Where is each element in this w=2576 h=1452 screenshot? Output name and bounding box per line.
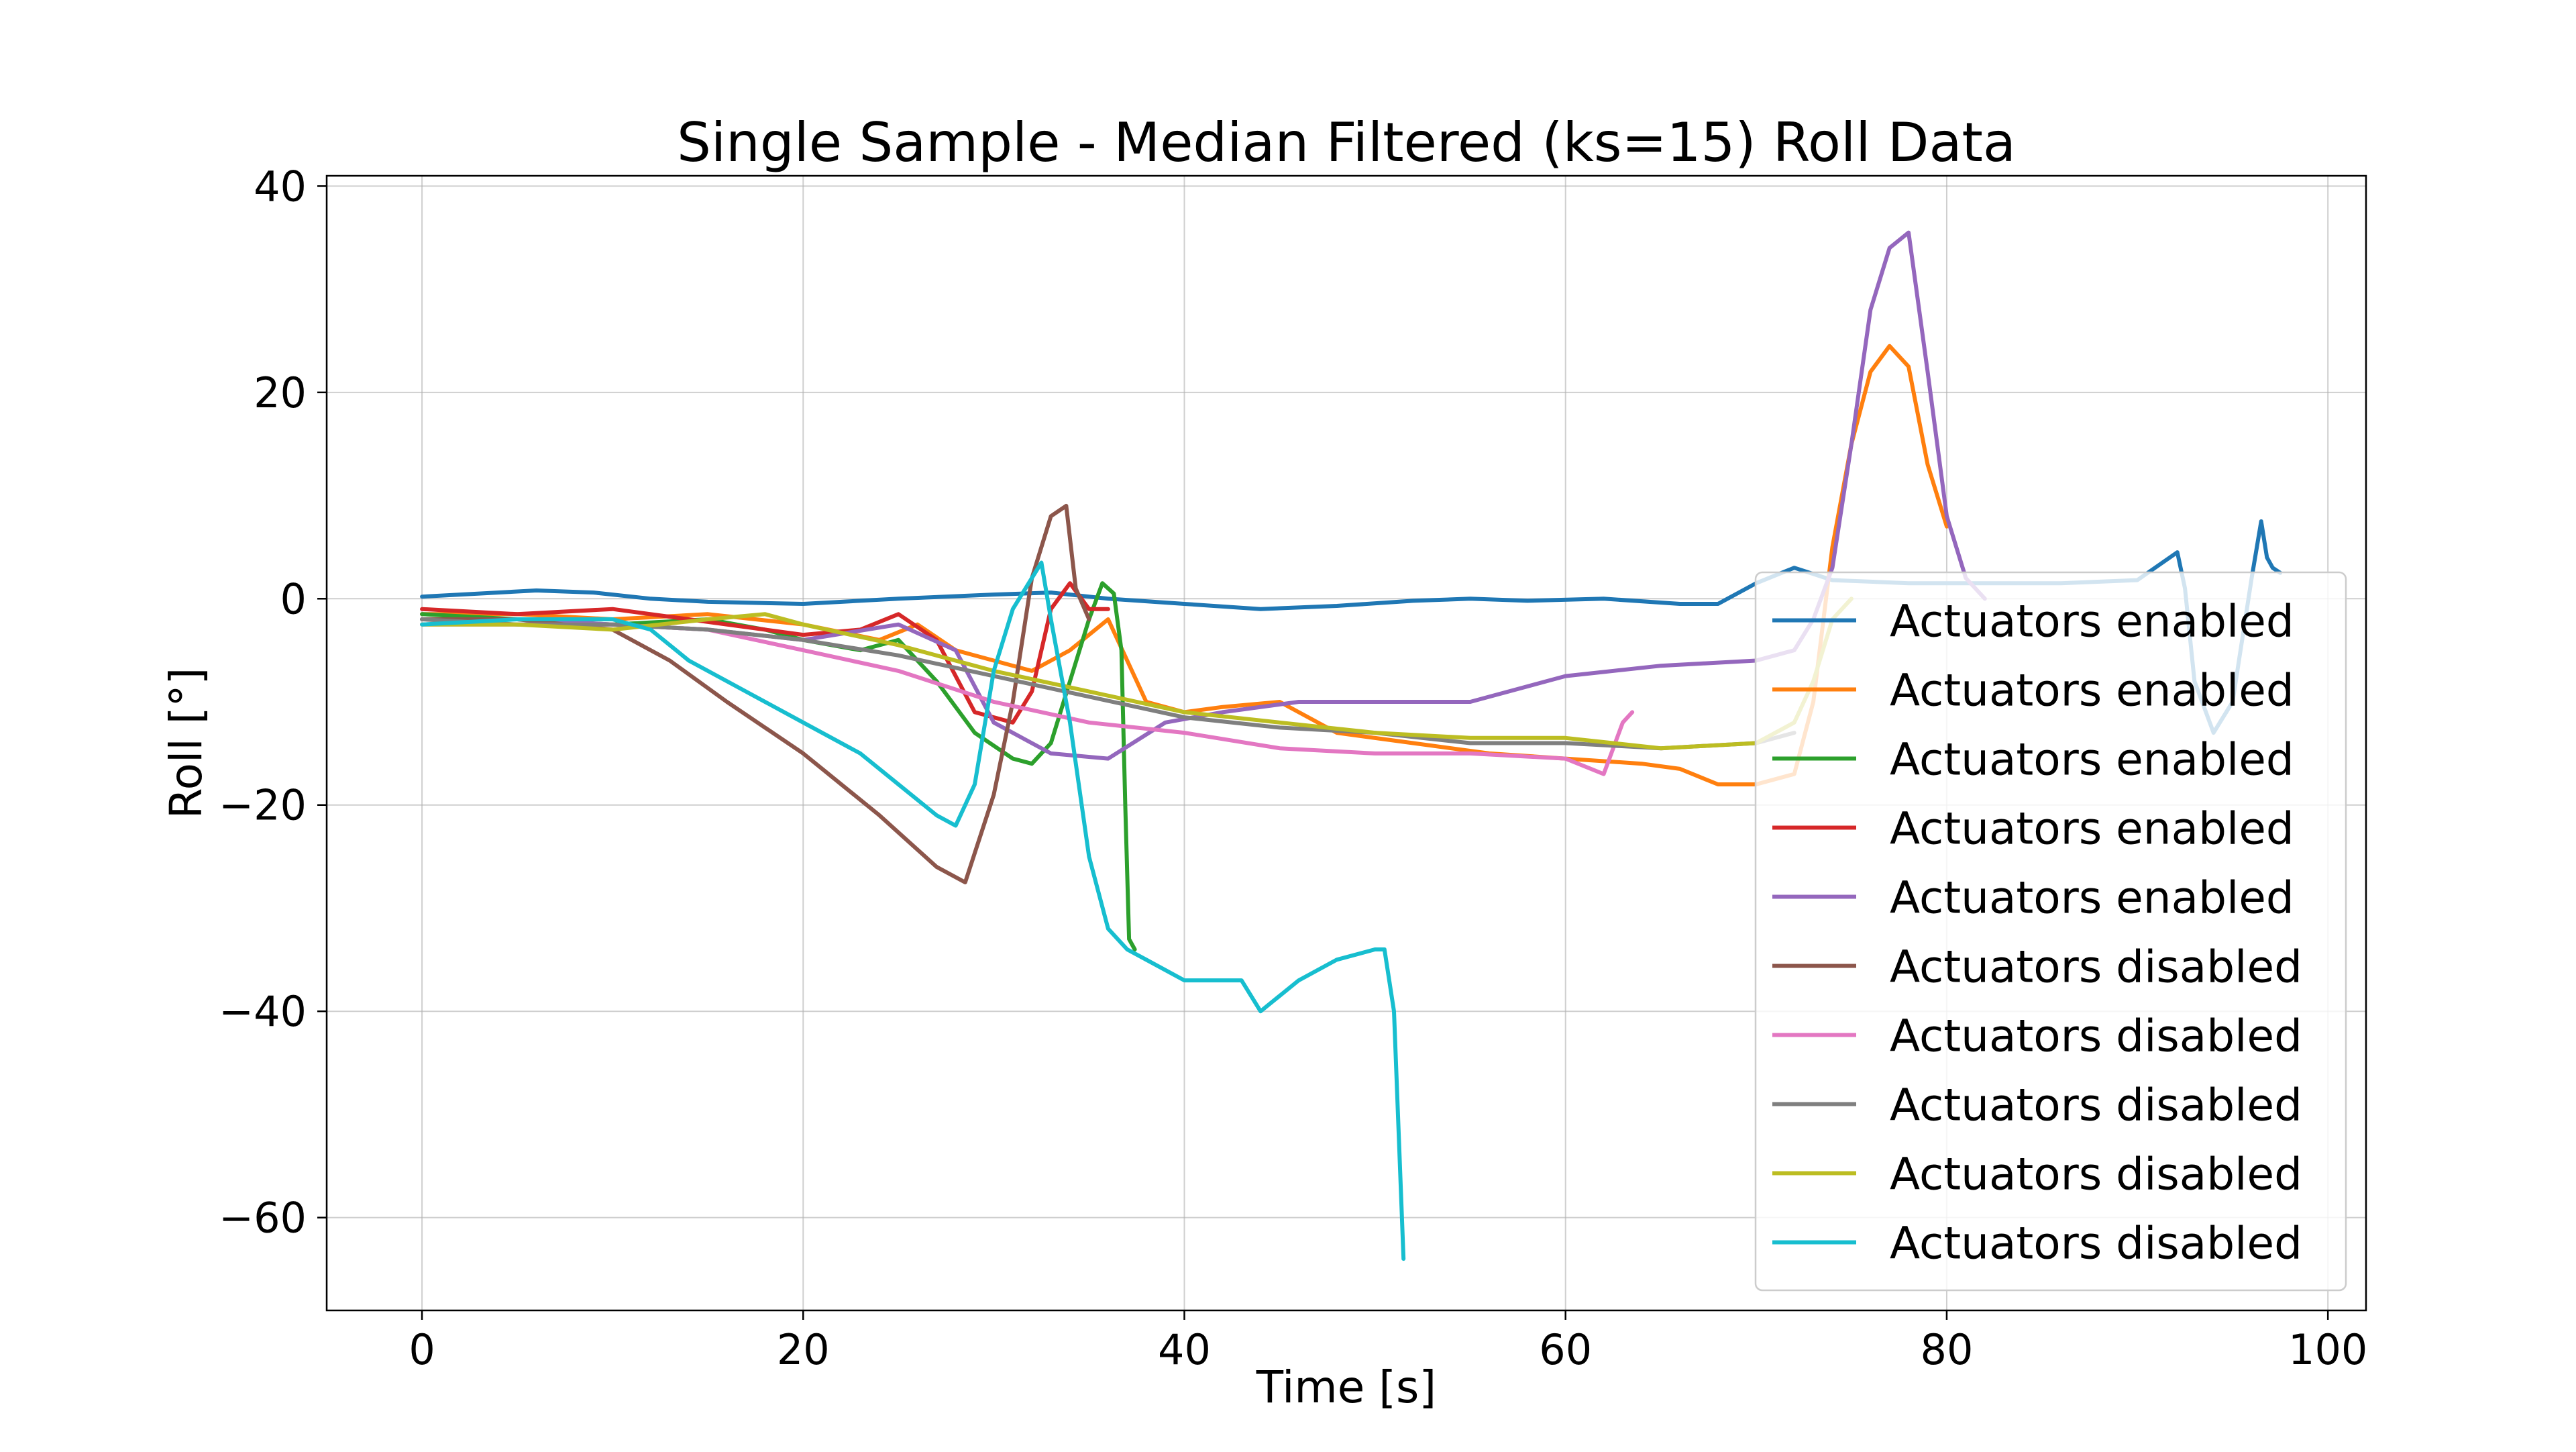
series-line-8 xyxy=(420,617,1796,751)
x-axis-label: Time [s] xyxy=(1256,1361,1436,1413)
y-tick-label: 20 xyxy=(254,368,307,417)
axes-frame xyxy=(325,174,2367,1312)
series-line-5 xyxy=(420,230,1987,761)
legend-box xyxy=(1754,571,2347,1292)
x-tick-label: 20 xyxy=(777,1325,830,1374)
y-axis-label: Roll [°] xyxy=(160,668,212,819)
legend-entry-label: Actuators enabled xyxy=(1890,665,2294,717)
x-tick-label: 100 xyxy=(2288,1325,2367,1374)
ticks-layer: 0 20 40 60 80 100 40 20 0 −20 −40 −60 xyxy=(219,162,2367,1374)
legend-entry-label: Actuators disabled xyxy=(1890,941,2302,993)
x-tick-label: 0 xyxy=(409,1325,435,1374)
legend-entry-label: Actuators disabled xyxy=(1890,1080,2302,1131)
y-tick-label: −20 xyxy=(219,781,307,830)
x-tick-label: 60 xyxy=(1539,1325,1592,1374)
y-tick-label: 0 xyxy=(280,574,307,623)
legend-entry-label: Actuators disabled xyxy=(1890,1218,2302,1269)
legend-entry-label: Actuators enabled xyxy=(1890,803,2294,855)
legend-entry-label: Actuators enabled xyxy=(1890,596,2294,647)
series-line-10 xyxy=(420,560,1406,1261)
chart-title: Single Sample - Median Filtered (ks=15) … xyxy=(677,111,2016,174)
legend: Actuators enabled Actuators enabled Actuat… xyxy=(1754,571,2347,1292)
legend-entry-label: Actuators enabled xyxy=(1890,734,2294,786)
legend-entry-label: Actuators enabled xyxy=(1890,872,2294,924)
y-tick-label: 40 xyxy=(254,162,307,211)
legend-entry-label: Actuators disabled xyxy=(1890,1010,2302,1062)
y-tick-label: −60 xyxy=(219,1194,307,1243)
series-layer xyxy=(420,230,2283,1261)
y-tick-label: −40 xyxy=(219,987,307,1036)
x-tick-label: 40 xyxy=(1158,1325,1211,1374)
legend-entry-label: Actuators disabled xyxy=(1890,1149,2302,1200)
series-line-4 xyxy=(420,581,1110,725)
x-tick-label: 80 xyxy=(1921,1325,1974,1374)
series-line-6 xyxy=(420,503,1091,884)
